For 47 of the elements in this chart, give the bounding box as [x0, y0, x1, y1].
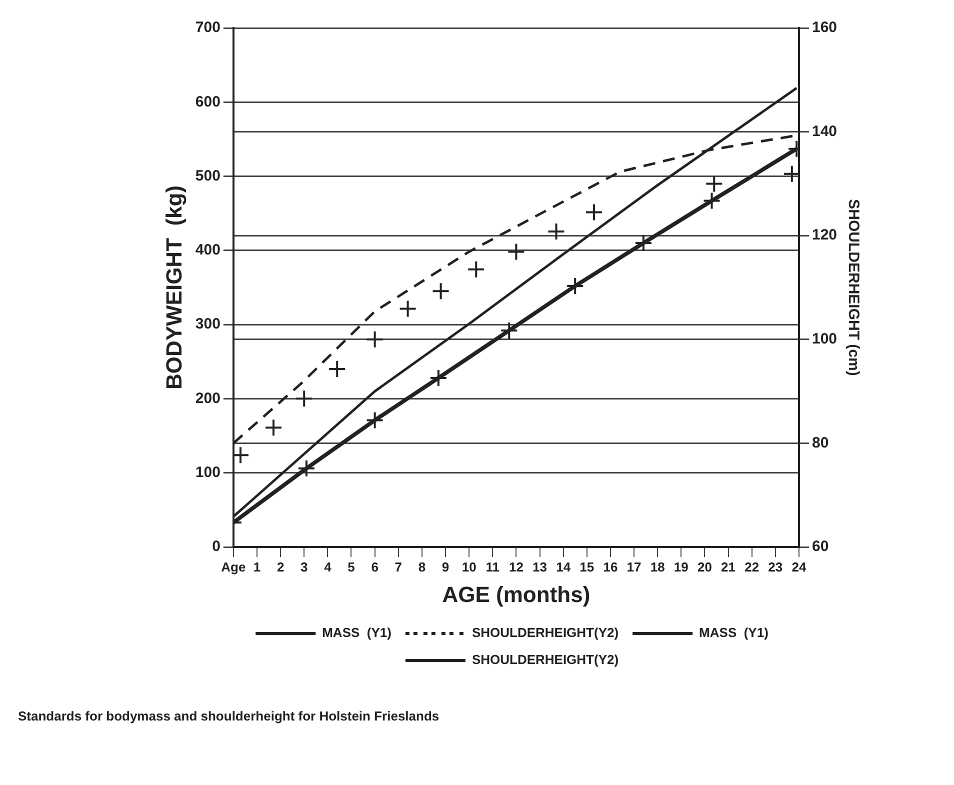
y2-tick-label: 140 [812, 122, 838, 140]
x-tick-label: 5 [348, 559, 355, 574]
x-tick-label: 17 [626, 559, 642, 574]
y2-tick-label: 160 [812, 19, 838, 36]
x-tick-label: 7 [394, 559, 402, 574]
legend-label: SHOULDERHEIGHT(Y2) [472, 652, 619, 668]
y2-tick-label: 60 [812, 538, 829, 556]
y-tick-label: 700 [195, 19, 220, 36]
y-tick-label: 200 [195, 390, 220, 407]
text: Standards for bodymass and shoulderheight for Holstein Frieslands [18, 708, 440, 724]
x-tick-label: 15 [580, 559, 594, 574]
x-tick-label: 19 [674, 559, 688, 574]
y-axis-title: BODYWEIGHT (kg) [161, 185, 186, 390]
x-tick-label: 23 [768, 559, 783, 574]
x-tick-label: 10 [462, 559, 476, 574]
legend-label: SHOULDERHEIGHT(Y2) [472, 625, 619, 640]
y2-tick-label: 120 [812, 226, 838, 244]
y-tick-label: 500 [195, 167, 220, 184]
x-tick-label: 12 [508, 559, 524, 574]
x-tick-label: 2 [276, 559, 284, 574]
y-tick-label: 100 [195, 464, 220, 481]
x-tick-label: 9 [442, 559, 450, 574]
y-tick-label: 300 [195, 316, 220, 333]
y2-tick-label: 80 [812, 434, 829, 452]
x-tick-label: Age [221, 559, 246, 574]
x-tick-label: 22 [744, 559, 760, 574]
x-tick-label: 18 [650, 559, 665, 574]
y-tick-label: 600 [195, 93, 220, 110]
x-tick-label: 20 [697, 559, 712, 574]
x-tick-label: 1 [253, 559, 261, 574]
x-axis-title: AGE (months) [442, 582, 590, 607]
x-tick-label: 13 [532, 559, 547, 574]
legend-label: MASS (Y1) [322, 625, 392, 640]
x-tick-label: 24 [792, 559, 807, 574]
y-tick-label: 0 [212, 538, 220, 556]
x-tick-label: 16 [603, 559, 618, 574]
x-tick-label: 8 [418, 559, 426, 574]
y2-axis-title: SHOULDERHEIGHT (cm) [844, 199, 862, 376]
y2-tick-label: 100 [812, 330, 838, 348]
x-tick-label: 6 [371, 559, 378, 574]
x-tick-label: 4 [324, 559, 332, 574]
legend-label: MASS (Y1) [699, 625, 768, 640]
x-tick-label: 21 [721, 559, 736, 574]
x-tick-label: 14 [556, 559, 572, 574]
y-tick-label: 400 [195, 242, 220, 259]
x-tick-label: 3 [300, 559, 308, 574]
x-tick-label: 11 [486, 559, 500, 574]
